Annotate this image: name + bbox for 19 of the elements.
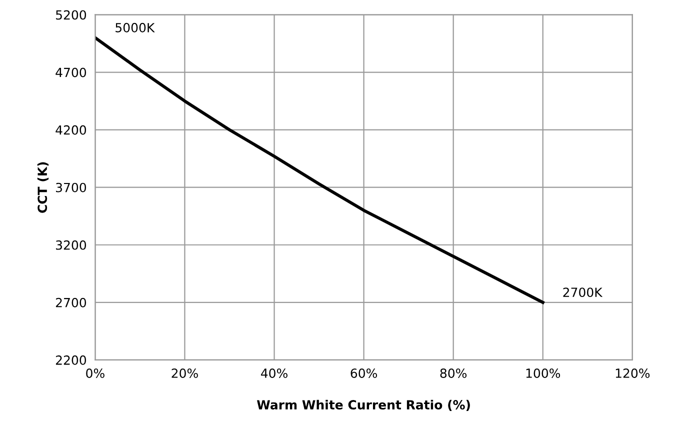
x-tick-label: 40% (260, 368, 288, 378)
y-tick-label: 5200 (56, 10, 86, 20)
x-axis-title: Warm White Current Ratio (%) (256, 400, 470, 411)
x-tick-label: 120% (616, 368, 650, 378)
y-tick-label: 2200 (56, 355, 86, 365)
x-tick-label: 80% (440, 368, 467, 378)
y-tick-label: 4700 (56, 68, 86, 78)
y-tick-label: 3200 (56, 240, 86, 250)
y-tick-label: 2700 (56, 298, 86, 308)
x-tick-label: 20% (172, 368, 198, 378)
line-series (95, 36, 544, 304)
x-tick-label: 60% (350, 368, 377, 378)
annotation: 5000K (116, 22, 155, 32)
y-tick-label: 4200 (56, 125, 86, 135)
x-tick-label: 100% (526, 368, 560, 378)
y-tick-label: 3700 (56, 182, 86, 192)
annotation: 2700K (563, 288, 603, 298)
y-axis-title: CCT (K) (37, 162, 49, 213)
x-tick-label: 0% (86, 368, 104, 378)
